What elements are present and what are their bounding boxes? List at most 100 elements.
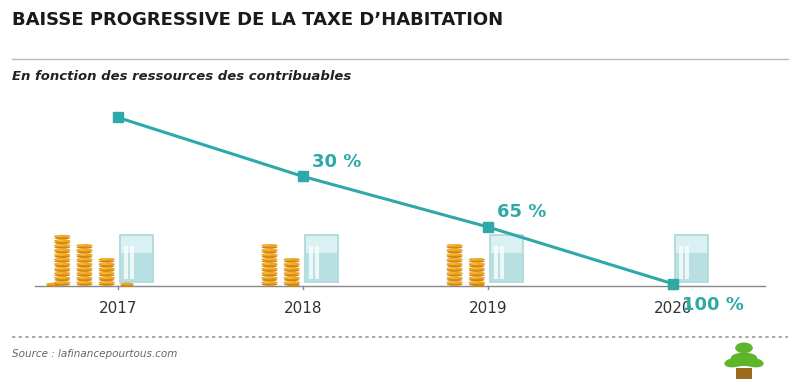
Ellipse shape bbox=[54, 279, 70, 281]
Ellipse shape bbox=[54, 282, 70, 284]
Ellipse shape bbox=[446, 244, 462, 247]
Ellipse shape bbox=[471, 277, 478, 279]
Ellipse shape bbox=[54, 249, 70, 251]
Ellipse shape bbox=[284, 258, 300, 261]
Ellipse shape bbox=[262, 269, 278, 272]
Ellipse shape bbox=[56, 272, 63, 274]
Ellipse shape bbox=[54, 274, 70, 277]
Ellipse shape bbox=[262, 267, 278, 270]
Ellipse shape bbox=[469, 265, 485, 267]
Ellipse shape bbox=[54, 265, 70, 267]
Ellipse shape bbox=[446, 251, 462, 253]
Ellipse shape bbox=[99, 279, 114, 281]
Ellipse shape bbox=[262, 277, 278, 279]
Ellipse shape bbox=[449, 258, 456, 260]
Ellipse shape bbox=[469, 267, 485, 270]
Ellipse shape bbox=[742, 353, 758, 361]
Ellipse shape bbox=[46, 283, 59, 285]
Text: BAISSE PROGRESSIVE DE LA TAXE D’HABITATION: BAISSE PROGRESSIVE DE LA TAXE D’HABITATI… bbox=[12, 11, 503, 29]
Ellipse shape bbox=[730, 356, 748, 367]
Ellipse shape bbox=[262, 279, 278, 281]
FancyBboxPatch shape bbox=[490, 235, 523, 282]
FancyBboxPatch shape bbox=[124, 246, 128, 279]
FancyBboxPatch shape bbox=[736, 368, 752, 379]
Ellipse shape bbox=[446, 282, 462, 284]
Ellipse shape bbox=[77, 274, 92, 277]
Ellipse shape bbox=[54, 251, 70, 253]
Ellipse shape bbox=[99, 258, 114, 261]
Ellipse shape bbox=[286, 258, 293, 260]
Ellipse shape bbox=[99, 283, 114, 286]
Ellipse shape bbox=[446, 256, 462, 258]
Ellipse shape bbox=[262, 246, 278, 249]
Ellipse shape bbox=[286, 268, 293, 269]
Ellipse shape bbox=[56, 245, 63, 246]
Text: 100 %: 100 % bbox=[682, 296, 744, 314]
Ellipse shape bbox=[473, 283, 484, 285]
Ellipse shape bbox=[469, 263, 485, 266]
Ellipse shape bbox=[56, 254, 63, 255]
Ellipse shape bbox=[54, 263, 70, 266]
Ellipse shape bbox=[740, 356, 758, 367]
Ellipse shape bbox=[449, 263, 456, 264]
Ellipse shape bbox=[101, 263, 108, 264]
Ellipse shape bbox=[54, 235, 70, 238]
FancyBboxPatch shape bbox=[490, 253, 522, 281]
Ellipse shape bbox=[77, 265, 92, 267]
Ellipse shape bbox=[449, 249, 456, 251]
Ellipse shape bbox=[99, 282, 114, 284]
FancyBboxPatch shape bbox=[305, 235, 338, 282]
FancyBboxPatch shape bbox=[675, 235, 708, 282]
Ellipse shape bbox=[78, 263, 86, 264]
Ellipse shape bbox=[101, 282, 108, 283]
Ellipse shape bbox=[264, 254, 270, 255]
Ellipse shape bbox=[469, 282, 485, 284]
Ellipse shape bbox=[77, 249, 92, 251]
Ellipse shape bbox=[99, 274, 114, 277]
Ellipse shape bbox=[449, 245, 456, 246]
Ellipse shape bbox=[738, 352, 753, 361]
Ellipse shape bbox=[77, 254, 92, 256]
Ellipse shape bbox=[78, 249, 86, 251]
FancyBboxPatch shape bbox=[315, 246, 319, 279]
Ellipse shape bbox=[78, 268, 86, 269]
Ellipse shape bbox=[471, 258, 478, 260]
Ellipse shape bbox=[262, 254, 278, 256]
Ellipse shape bbox=[471, 263, 478, 264]
Ellipse shape bbox=[56, 258, 63, 260]
Ellipse shape bbox=[77, 260, 92, 263]
Ellipse shape bbox=[264, 249, 270, 251]
Ellipse shape bbox=[262, 244, 278, 247]
FancyBboxPatch shape bbox=[310, 246, 314, 279]
Ellipse shape bbox=[262, 249, 278, 251]
Ellipse shape bbox=[446, 263, 462, 266]
Ellipse shape bbox=[446, 269, 462, 272]
Ellipse shape bbox=[446, 267, 462, 270]
Ellipse shape bbox=[286, 272, 293, 274]
Ellipse shape bbox=[78, 272, 86, 274]
Ellipse shape bbox=[77, 279, 92, 281]
Ellipse shape bbox=[54, 237, 70, 240]
Ellipse shape bbox=[77, 263, 92, 266]
Ellipse shape bbox=[99, 269, 114, 272]
Ellipse shape bbox=[54, 283, 70, 286]
Ellipse shape bbox=[54, 272, 70, 275]
Ellipse shape bbox=[78, 245, 86, 246]
Ellipse shape bbox=[77, 277, 92, 279]
Text: 2019: 2019 bbox=[469, 301, 507, 316]
Ellipse shape bbox=[288, 283, 299, 285]
Ellipse shape bbox=[77, 256, 92, 258]
Ellipse shape bbox=[54, 267, 70, 270]
Ellipse shape bbox=[284, 282, 300, 284]
FancyBboxPatch shape bbox=[130, 246, 134, 279]
Ellipse shape bbox=[262, 272, 278, 275]
Ellipse shape bbox=[99, 277, 114, 279]
Ellipse shape bbox=[77, 269, 92, 272]
Ellipse shape bbox=[446, 258, 462, 261]
Ellipse shape bbox=[56, 240, 63, 241]
FancyBboxPatch shape bbox=[120, 235, 153, 282]
Text: 2017: 2017 bbox=[98, 301, 137, 316]
Ellipse shape bbox=[78, 258, 86, 260]
Ellipse shape bbox=[101, 277, 108, 279]
Ellipse shape bbox=[449, 277, 456, 279]
